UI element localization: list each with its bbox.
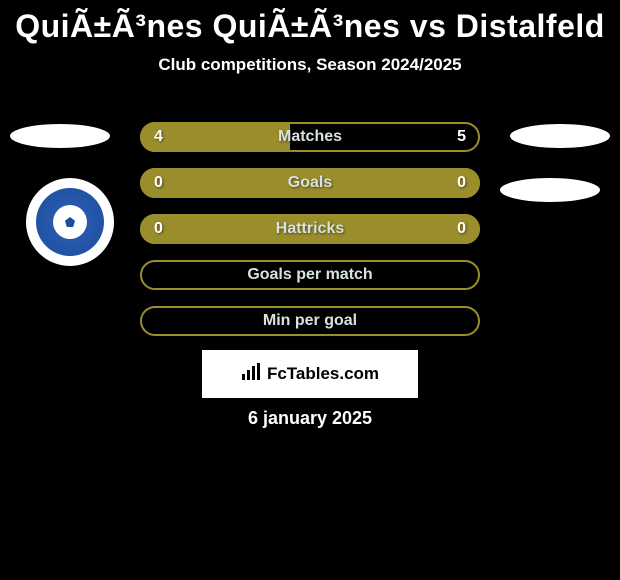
stat-label: Goals: [288, 174, 332, 192]
subtitle: Club competitions, Season 2024/2025: [0, 55, 620, 75]
stat-row-hattricks: 0 Hattricks 0: [140, 214, 480, 244]
date-label: 6 january 2025: [0, 408, 620, 429]
player1-badge-ellipse: [10, 124, 110, 148]
stat-row-min-per-goal: Min per goal: [140, 306, 480, 336]
stat-left-value: 0: [154, 220, 163, 238]
stat-label: Hattricks: [276, 220, 344, 238]
stat-right-value: 5: [457, 128, 466, 146]
player2-badge-ellipse-2: [500, 178, 600, 202]
stat-left-value: 0: [154, 174, 163, 192]
stat-right-value: 0: [457, 220, 466, 238]
player1-club-crest: [26, 178, 114, 266]
stat-row-goals: 0 Goals 0: [140, 168, 480, 198]
stat-label: Min per goal: [263, 312, 357, 330]
stat-row-goals-per-match: Goals per match: [140, 260, 480, 290]
stat-right-value: 0: [457, 174, 466, 192]
player2-badge-ellipse-1: [510, 124, 610, 148]
attribution-text: FcTables.com: [267, 364, 379, 384]
stat-left-value: 4: [154, 128, 163, 146]
attribution-badge: FcTables.com: [202, 350, 418, 398]
stat-label: Goals per match: [247, 266, 372, 284]
comparison-card: QuiÃ±Ã³nes QuiÃ±Ã³nes vs Distalfeld Club…: [0, 0, 620, 580]
stat-row-matches: 4 Matches 5: [140, 122, 480, 152]
stats-panel: 4 Matches 5 0 Goals 0 0 Hattricks 0 Goals per mat…: [140, 122, 480, 352]
chart-icon: [241, 363, 263, 386]
page-title: QuiÃ±Ã³nes QuiÃ±Ã³nes vs Distalfeld: [0, 0, 620, 45]
club-crest-inner: [36, 188, 104, 256]
stat-label: Matches: [278, 128, 342, 146]
crest-ball-icon: [53, 205, 87, 239]
